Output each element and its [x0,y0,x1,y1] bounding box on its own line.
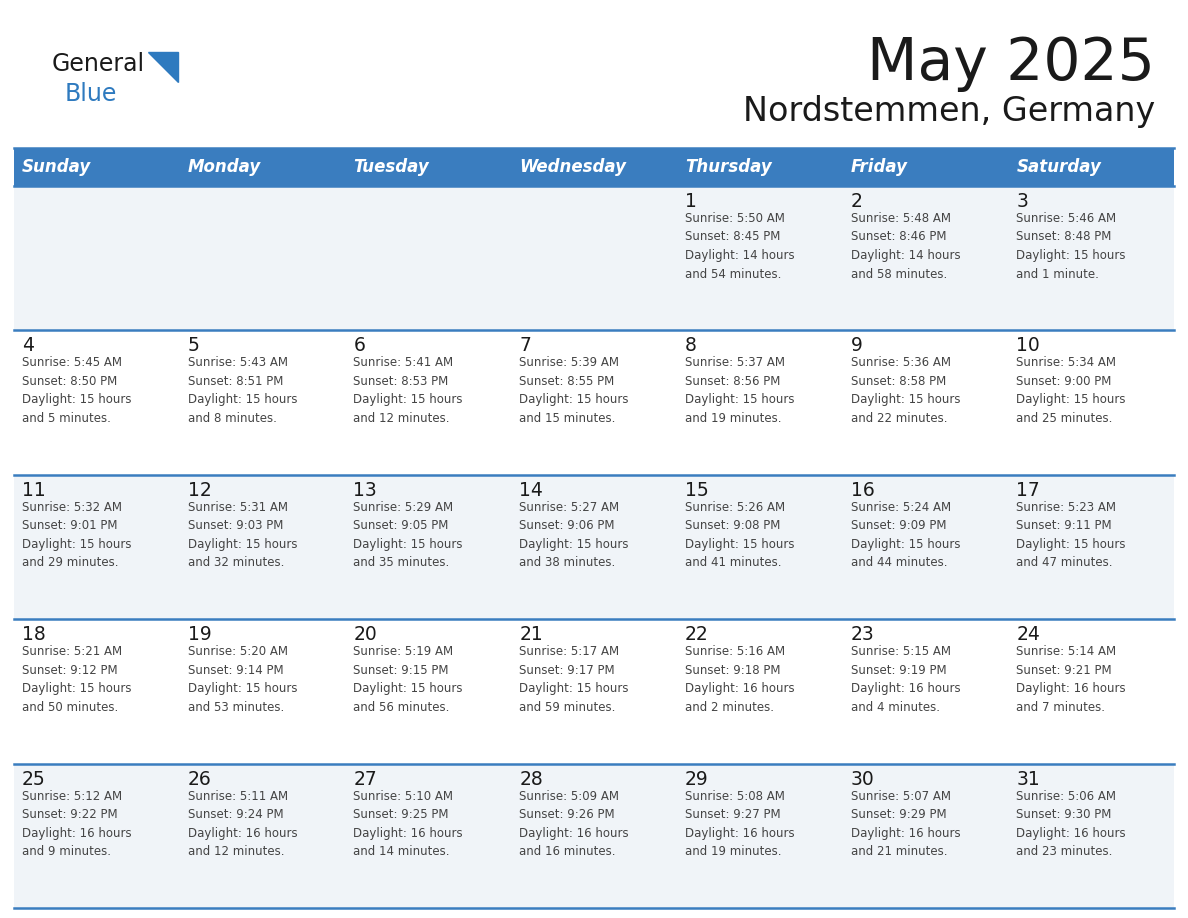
Bar [14,148,179,186]
Text: Sunrise: 5:46 AM
Sunset: 8:48 PM
Daylight: 15 hours
and 1 minute.: Sunrise: 5:46 AM Sunset: 8:48 PM Dayligh… [1016,212,1126,281]
Bar [14,186,1174,330]
Text: 29: 29 [684,769,708,789]
Text: 20: 20 [353,625,377,644]
Text: Tuesday: Tuesday [353,158,429,176]
Bar [677,148,842,186]
Text: 27: 27 [353,769,377,789]
Text: 6: 6 [353,336,365,355]
Text: 30: 30 [851,769,874,789]
Bar [511,148,677,186]
Text: 16: 16 [851,481,874,499]
Text: Sunrise: 5:14 AM
Sunset: 9:21 PM
Daylight: 16 hours
and 7 minutes.: Sunrise: 5:14 AM Sunset: 9:21 PM Dayligh… [1016,645,1126,713]
Text: Sunrise: 5:21 AM
Sunset: 9:12 PM
Daylight: 15 hours
and 50 minutes.: Sunrise: 5:21 AM Sunset: 9:12 PM Dayligh… [23,645,132,713]
Bar [842,148,1009,186]
Text: Sunrise: 5:19 AM
Sunset: 9:15 PM
Daylight: 15 hours
and 56 minutes.: Sunrise: 5:19 AM Sunset: 9:15 PM Dayligh… [353,645,463,713]
Text: Sunrise: 5:09 AM
Sunset: 9:26 PM
Daylight: 16 hours
and 16 minutes.: Sunrise: 5:09 AM Sunset: 9:26 PM Dayligh… [519,789,628,858]
Text: Blue: Blue [65,82,118,106]
Text: 7: 7 [519,336,531,355]
Text: 9: 9 [851,336,862,355]
Text: 22: 22 [684,625,708,644]
Text: Wednesday: Wednesday [519,158,626,176]
Text: 3: 3 [1016,192,1028,211]
Text: 13: 13 [353,481,377,499]
Text: 25: 25 [23,769,46,789]
Text: 18: 18 [23,625,46,644]
Text: Thursday: Thursday [684,158,772,176]
Text: 5: 5 [188,336,200,355]
Text: 28: 28 [519,769,543,789]
Text: Sunrise: 5:11 AM
Sunset: 9:24 PM
Daylight: 16 hours
and 12 minutes.: Sunrise: 5:11 AM Sunset: 9:24 PM Dayligh… [188,789,297,858]
Bar [346,148,511,186]
Text: 19: 19 [188,625,211,644]
Text: Sunrise: 5:36 AM
Sunset: 8:58 PM
Daylight: 15 hours
and 22 minutes.: Sunrise: 5:36 AM Sunset: 8:58 PM Dayligh… [851,356,960,425]
Bar [14,475,1174,620]
Bar [14,330,1174,475]
Text: Nordstemmen, Germany: Nordstemmen, Germany [742,95,1155,128]
Text: Sunrise: 5:12 AM
Sunset: 9:22 PM
Daylight: 16 hours
and 9 minutes.: Sunrise: 5:12 AM Sunset: 9:22 PM Dayligh… [23,789,132,858]
Text: 11: 11 [23,481,46,499]
Text: Sunrise: 5:15 AM
Sunset: 9:19 PM
Daylight: 16 hours
and 4 minutes.: Sunrise: 5:15 AM Sunset: 9:19 PM Dayligh… [851,645,960,713]
Text: Sunrise: 5:26 AM
Sunset: 9:08 PM
Daylight: 15 hours
and 41 minutes.: Sunrise: 5:26 AM Sunset: 9:08 PM Dayligh… [684,501,795,569]
Bar [1009,148,1174,186]
Text: Saturday: Saturday [1016,158,1101,176]
Text: Sunrise: 5:27 AM
Sunset: 9:06 PM
Daylight: 15 hours
and 38 minutes.: Sunrise: 5:27 AM Sunset: 9:06 PM Dayligh… [519,501,628,569]
Text: 14: 14 [519,481,543,499]
Text: May 2025: May 2025 [867,35,1155,92]
Text: 1: 1 [684,192,696,211]
Text: 31: 31 [1016,769,1040,789]
Text: 8: 8 [684,336,696,355]
Bar [14,620,1174,764]
Text: Sunrise: 5:08 AM
Sunset: 9:27 PM
Daylight: 16 hours
and 19 minutes.: Sunrise: 5:08 AM Sunset: 9:27 PM Dayligh… [684,789,795,858]
Text: 4: 4 [23,336,34,355]
Text: Sunrise: 5:06 AM
Sunset: 9:30 PM
Daylight: 16 hours
and 23 minutes.: Sunrise: 5:06 AM Sunset: 9:30 PM Dayligh… [1016,789,1126,858]
Text: 23: 23 [851,625,874,644]
Text: Sunrise: 5:34 AM
Sunset: 9:00 PM
Daylight: 15 hours
and 25 minutes.: Sunrise: 5:34 AM Sunset: 9:00 PM Dayligh… [1016,356,1126,425]
Text: Sunrise: 5:31 AM
Sunset: 9:03 PM
Daylight: 15 hours
and 32 minutes.: Sunrise: 5:31 AM Sunset: 9:03 PM Dayligh… [188,501,297,569]
Text: 2: 2 [851,192,862,211]
Text: 12: 12 [188,481,211,499]
Text: Sunrise: 5:50 AM
Sunset: 8:45 PM
Daylight: 14 hours
and 54 minutes.: Sunrise: 5:50 AM Sunset: 8:45 PM Dayligh… [684,212,795,281]
Text: Sunrise: 5:23 AM
Sunset: 9:11 PM
Daylight: 15 hours
and 47 minutes.: Sunrise: 5:23 AM Sunset: 9:11 PM Dayligh… [1016,501,1126,569]
Polygon shape [148,52,178,82]
Text: Sunrise: 5:20 AM
Sunset: 9:14 PM
Daylight: 15 hours
and 53 minutes.: Sunrise: 5:20 AM Sunset: 9:14 PM Dayligh… [188,645,297,713]
Text: Sunday: Sunday [23,158,91,176]
Text: 21: 21 [519,625,543,644]
Text: Sunrise: 5:37 AM
Sunset: 8:56 PM
Daylight: 15 hours
and 19 minutes.: Sunrise: 5:37 AM Sunset: 8:56 PM Dayligh… [684,356,795,425]
Text: Friday: Friday [851,158,908,176]
Text: Sunrise: 5:43 AM
Sunset: 8:51 PM
Daylight: 15 hours
and 8 minutes.: Sunrise: 5:43 AM Sunset: 8:51 PM Dayligh… [188,356,297,425]
Bar [179,148,346,186]
Text: Sunrise: 5:39 AM
Sunset: 8:55 PM
Daylight: 15 hours
and 15 minutes.: Sunrise: 5:39 AM Sunset: 8:55 PM Dayligh… [519,356,628,425]
Text: 17: 17 [1016,481,1040,499]
Text: Sunrise: 5:32 AM
Sunset: 9:01 PM
Daylight: 15 hours
and 29 minutes.: Sunrise: 5:32 AM Sunset: 9:01 PM Dayligh… [23,501,132,569]
Text: Monday: Monday [188,158,261,176]
Text: Sunrise: 5:16 AM
Sunset: 9:18 PM
Daylight: 16 hours
and 2 minutes.: Sunrise: 5:16 AM Sunset: 9:18 PM Dayligh… [684,645,795,713]
Bar [14,764,1174,908]
Text: Sunrise: 5:29 AM
Sunset: 9:05 PM
Daylight: 15 hours
and 35 minutes.: Sunrise: 5:29 AM Sunset: 9:05 PM Dayligh… [353,501,463,569]
Text: Sunrise: 5:41 AM
Sunset: 8:53 PM
Daylight: 15 hours
and 12 minutes.: Sunrise: 5:41 AM Sunset: 8:53 PM Dayligh… [353,356,463,425]
Text: Sunrise: 5:24 AM
Sunset: 9:09 PM
Daylight: 15 hours
and 44 minutes.: Sunrise: 5:24 AM Sunset: 9:09 PM Dayligh… [851,501,960,569]
Text: Sunrise: 5:17 AM
Sunset: 9:17 PM
Daylight: 15 hours
and 59 minutes.: Sunrise: 5:17 AM Sunset: 9:17 PM Dayligh… [519,645,628,713]
Text: General: General [52,52,145,76]
Text: Sunrise: 5:45 AM
Sunset: 8:50 PM
Daylight: 15 hours
and 5 minutes.: Sunrise: 5:45 AM Sunset: 8:50 PM Dayligh… [23,356,132,425]
Text: 24: 24 [1016,625,1041,644]
Text: 10: 10 [1016,336,1040,355]
Text: Sunrise: 5:48 AM
Sunset: 8:46 PM
Daylight: 14 hours
and 58 minutes.: Sunrise: 5:48 AM Sunset: 8:46 PM Dayligh… [851,212,960,281]
Text: Sunrise: 5:10 AM
Sunset: 9:25 PM
Daylight: 16 hours
and 14 minutes.: Sunrise: 5:10 AM Sunset: 9:25 PM Dayligh… [353,789,463,858]
Text: 15: 15 [684,481,708,499]
Text: 26: 26 [188,769,211,789]
Text: Sunrise: 5:07 AM
Sunset: 9:29 PM
Daylight: 16 hours
and 21 minutes.: Sunrise: 5:07 AM Sunset: 9:29 PM Dayligh… [851,789,960,858]
